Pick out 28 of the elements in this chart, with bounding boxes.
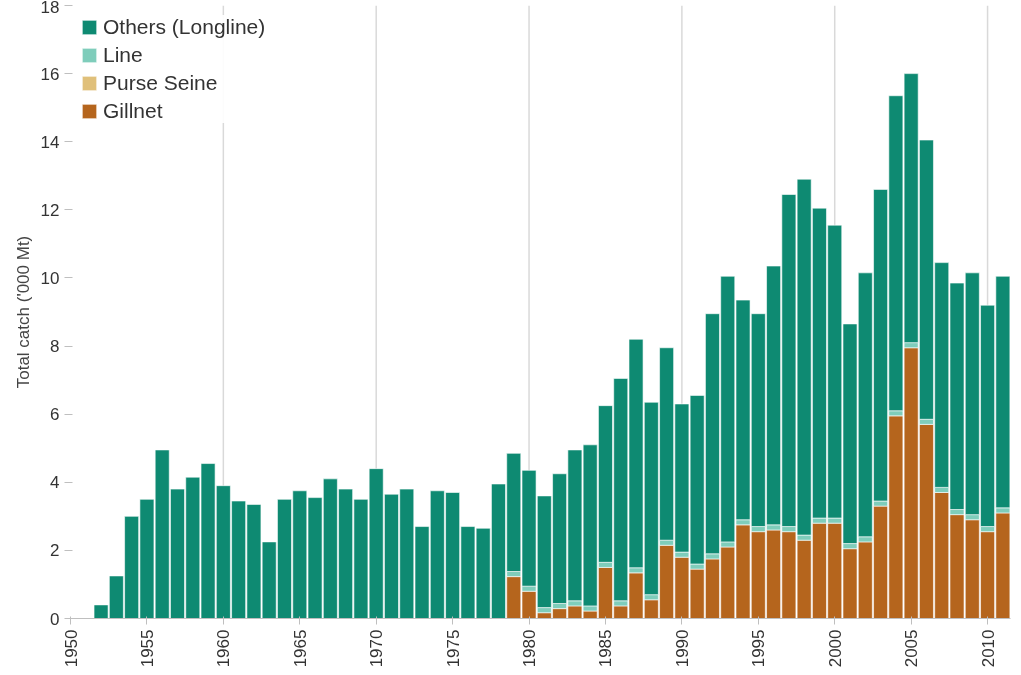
y-tick-label: 14 [40,132,60,152]
x-tick-label: 1985 [596,629,616,668]
x-tick-label: 1965 [290,629,310,668]
x-tick-label: 1980 [520,629,540,668]
y-tick-label: 18 [40,0,60,17]
x-tick-label: 1960 [214,629,234,668]
y-tick-label: 16 [40,64,60,84]
x-tick-label: 1955 [137,629,157,668]
x-tick-label: 2010 [978,629,998,668]
y-tick-label: 6 [50,405,60,425]
x-tick-label: 1990 [672,629,692,668]
y-tick-label: 8 [50,337,60,357]
y-axis-title: Total catch ('000 Mt) [13,235,33,389]
x-tick-label: 1970 [367,629,387,668]
x-tick-label: 2005 [902,629,922,668]
y-tick-label: 10 [40,268,60,288]
y-tick-label: 0 [50,609,60,629]
y-tick-label: 2 [50,541,60,561]
legend-label: Others (Longline) [103,15,266,39]
legend-label: Gillnet [103,99,163,123]
y-tick-label: 4 [50,473,60,493]
y-tick-label: 12 [40,200,60,220]
legend-label: Line [103,43,143,67]
x-tick-label: 2000 [825,629,845,668]
x-tick-label: 1950 [61,629,81,668]
legend-label: Purse Seine [103,71,218,95]
x-tick-label: 1975 [443,629,463,668]
x-tick-label: 1995 [749,629,769,668]
